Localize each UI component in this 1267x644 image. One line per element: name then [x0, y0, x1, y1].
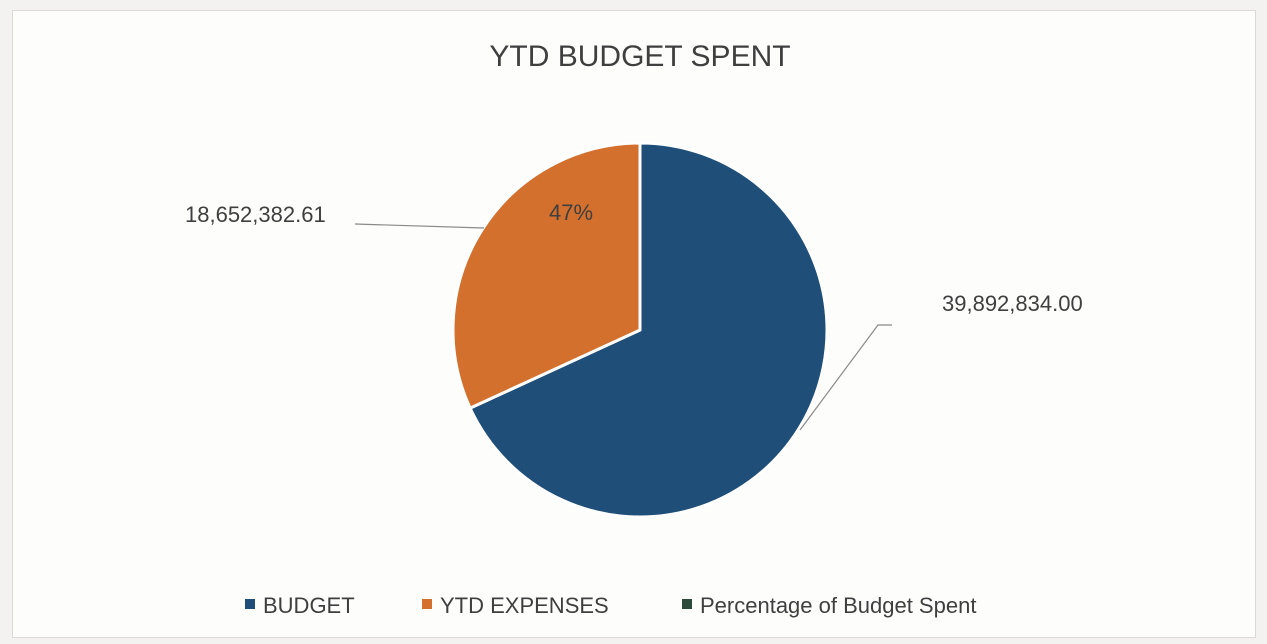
legend-entry-budget: BUDGET — [263, 593, 355, 618]
legend-entry-percentage-spent: Percentage of Budget Spent — [700, 593, 976, 618]
expenses-leader-line — [354, 223, 485, 229]
legend-entry-ytd-expenses: YTD EXPENSES — [440, 593, 609, 618]
chart-title: YTD BUDGET SPENT — [489, 40, 790, 73]
pie-slice-ytd-expenses — [451, 141, 642, 410]
legend-swatch-budget — [245, 599, 255, 609]
legend-swatch-ytd-expenses — [422, 599, 432, 609]
budget-data-label: 39,892,834.00 — [942, 291, 1083, 316]
budget-leader-line — [799, 324, 892, 431]
pie-slice-budget — [468, 141, 829, 519]
slice-percentage-label: 47% — [549, 200, 593, 225]
legend-swatch-percentage-spent — [682, 599, 692, 609]
pie-slices — [451, 141, 829, 519]
chart-legend: BUDGET YTD EXPENSES Percentage of Budget… — [245, 593, 976, 618]
expenses-data-label: 18,652,382.61 — [185, 202, 326, 227]
